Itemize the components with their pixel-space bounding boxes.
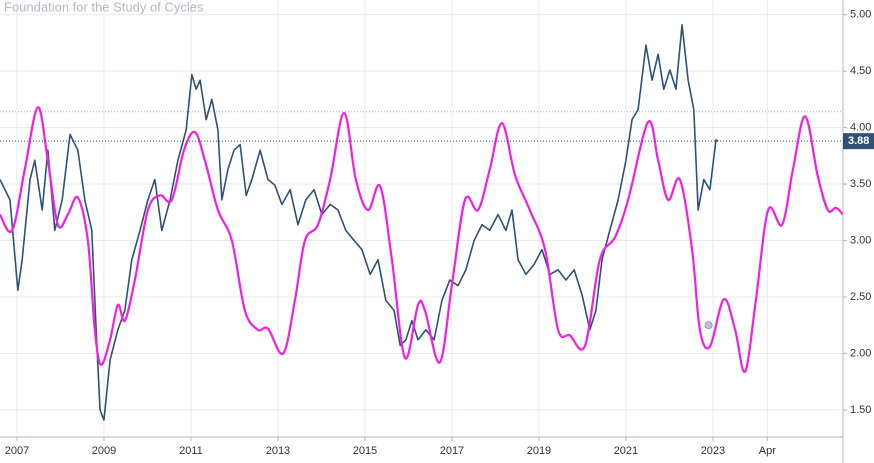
axes: 1.50 2.00 2.50 3.00 3.50 4.00 4.50 5.00 2007 2009… [5,9,874,457]
x-tick-label: 2013 [266,445,290,457]
y-tick-label: 2.50 [850,291,871,303]
x-tick-label: 2009 [92,445,116,457]
y-tick-label: 4.00 [850,122,871,134]
price-label: 3.88 [848,135,869,147]
plot [0,24,844,421]
x-tick-label: 2015 [353,445,377,457]
x-tick-label: 2011 [179,445,203,457]
y-tick-label: 4.50 [850,65,871,77]
marker [704,321,713,330]
y-tick-label: 3.00 [850,234,871,246]
y-tick-label: 5.00 [850,9,871,21]
x-tick-label: 2017 [440,445,464,457]
x-tick-label: 2007 [5,445,29,457]
price-label-bg [843,133,874,150]
x-tick-label: 2019 [527,445,551,457]
chart-title: Foundation for the Study of Cycles [4,0,204,14]
x-tick-label: 2023 [701,445,725,457]
series-line [0,24,719,421]
series-line [0,106,844,373]
x-tick-label: 2021 [614,445,638,457]
y-tick-label: 2.00 [850,347,871,359]
y-tick-label: 1.50 [850,404,871,416]
y-tick-label: 3.50 [850,178,871,190]
x-tick-label: Apr [759,445,776,457]
